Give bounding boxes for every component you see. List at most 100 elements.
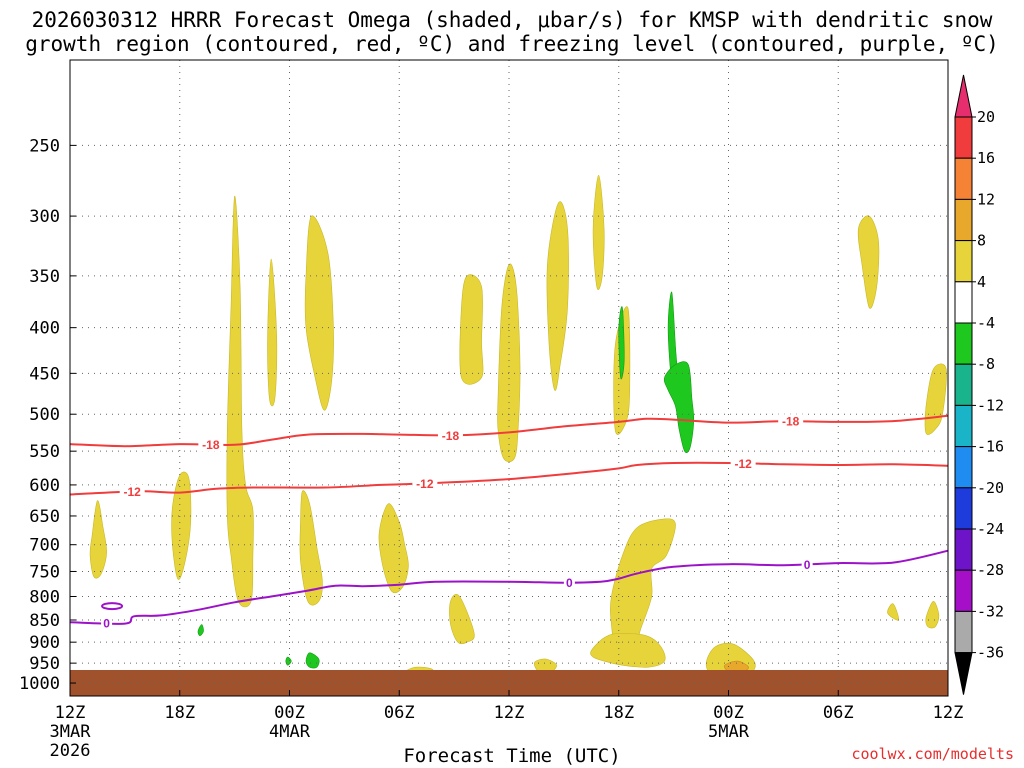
credit-link[interactable]: coolwx.com/modelts [851,745,1014,763]
omega-region-8 [497,263,521,463]
freezing-level-loop [101,602,124,611]
omega-region-28 [305,652,320,669]
label-minus18-0: -18 [202,438,220,452]
colorbar-segment-11 [954,569,973,612]
y-tick-label-600: 600 [29,476,60,496]
colorbar-label-10: -24 [977,520,1004,538]
colorbar-segment-12 [954,610,973,654]
colorbar-bottom-arrow [954,652,973,695]
colorbar-segment-3 [954,240,973,283]
colorbar-label-9: -20 [977,479,1004,497]
x-tick-label-8: 12Z [933,703,964,723]
x-tick-label-1: 18Z [164,703,195,723]
y-tick-label-550: 550 [29,442,60,462]
omega-region-18 [857,215,880,309]
colorbar-label-7: -12 [977,396,1004,414]
label-minus12-2: -12 [734,457,752,471]
x-tick-label-4: 12Z [494,703,525,723]
label-freezing-bg-0 [101,616,113,631]
y-tick-label-900: 900 [29,633,60,653]
y-tick-label-450: 450 [29,364,60,384]
label-minus12-bg-2 [730,456,756,471]
colorbar-segment-6 [954,363,973,406]
omega-region-3 [267,258,278,407]
y-tick-label-800: 800 [29,587,60,607]
label-freezing-bg-1 [563,575,575,590]
colorbar-label-0: 20 [977,108,995,126]
x-year-label-0: 2026 [50,741,91,761]
colorbar-segment-7 [954,404,973,448]
colorbar-label-6: -8 [977,355,995,373]
label-minus18-bg-2 [778,414,804,429]
omega-region-6 [378,503,409,594]
colorbar-top-arrow [954,74,973,118]
colorbar-segment-0 [954,116,973,159]
y-tick-label-400: 400 [29,319,60,339]
contour-layer: -18 -18 -18 -12 -12 -12 0 0 0 [69,414,949,631]
colorbar-segment-9 [954,487,973,530]
label-minus18-2: -18 [782,415,800,429]
omega-region-2 [226,195,254,608]
colorbar: 20 16 12 8 4 -4 -8 -12 -16 -20 -24 -28 -32 -36 [954,74,1004,695]
x-date-label-2: 4MAR [269,722,311,742]
omega-region-9 [546,201,569,391]
y-tick-label-1000: 1000 [19,674,60,694]
label-minus18-1: -18 [442,429,460,443]
label-minus18-bg-1 [437,428,463,443]
colorbar-segment-2 [954,198,973,242]
x-tick-label-6: 00Z [713,703,744,723]
y-tick-label-300: 300 [29,207,60,227]
x-tick-label-7: 06Z [823,703,854,723]
label-minus12-0: -12 [124,485,142,499]
label-minus18-bg-0 [198,437,224,452]
y-tick-label-850: 850 [29,611,60,631]
colorbar-segment-1 [954,157,973,200]
label-freezing-0: 0 [103,617,110,631]
y-tick-label-650: 650 [29,507,60,527]
colorbar-label-8: -16 [977,438,1004,456]
omega-region-25 [663,361,695,453]
x-date-label-6: 5MAR [708,722,750,742]
label-freezing-bg-2 [801,557,813,572]
y-tick-label-950: 950 [29,654,60,674]
chart-title-line-1: 2026030312 HRRR Forecast Omega (shaded, … [31,8,993,32]
x-date-label-0: 3MAR [50,722,92,742]
omega-region-27 [285,656,292,666]
label-freezing-1: 0 [566,576,573,590]
colorbar-label-3: 8 [977,232,986,250]
omega-region-0 [89,500,107,579]
x-tick-label-5: 18Z [603,703,634,723]
x-axis-label: Forecast Time (UTC) [403,745,621,767]
omega-region-20 [887,603,899,621]
colorbar-label-4: 4 [977,273,986,291]
x-tick-label-2: 00Z [274,703,305,723]
dgz-minus12-line [69,461,949,496]
y-tick-label-350: 350 [29,267,60,287]
label-minus12-1: -12 [416,477,434,491]
y-tick-label-250: 250 [29,136,60,156]
chart-title-line-2: growth region (contoured, red, ºC) and f… [25,32,999,56]
y-tick-label-750: 750 [29,562,60,582]
gridlines [70,60,948,696]
omega-region-7 [459,274,484,385]
omega-shading-layer [89,174,947,678]
y-tick-label-700: 700 [29,536,60,556]
omega-region-1 [171,471,192,580]
y-tick-label-500: 500 [29,405,60,425]
freezing-level-line [69,549,949,625]
colorbar-segment-5 [954,322,973,365]
axes-labels: 2503003504004505005506006507007508008509… [19,136,963,761]
label-minus12-bg-1 [412,476,438,491]
colorbar-label-5: -4 [977,314,995,332]
colorbar-label-2: 12 [977,190,995,208]
x-tick-label-0: 12Z [55,703,86,723]
colorbar-label-12: -32 [977,602,1004,620]
omega-region-14 [449,594,475,645]
x-tick-label-3: 06Z [384,703,415,723]
colorbar-segment-4 [954,281,973,324]
omega-region-13 [590,633,666,668]
omega-region-26 [197,624,204,637]
omega-region-4 [304,215,334,411]
label-freezing-2: 0 [804,558,811,572]
